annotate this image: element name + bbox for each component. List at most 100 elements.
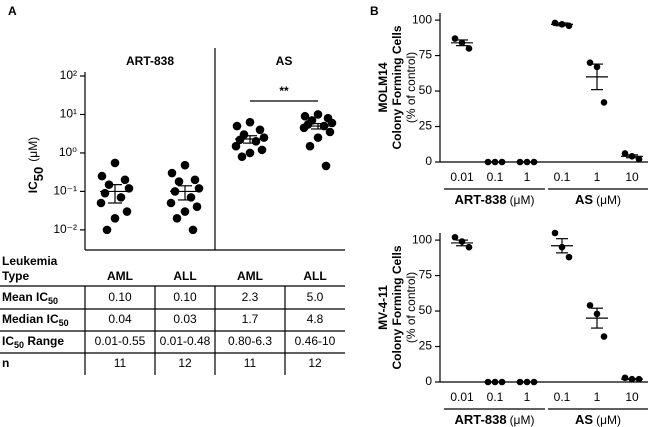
error-bar bbox=[626, 378, 638, 381]
y-axis-label: (% of control) bbox=[404, 272, 418, 343]
y-tick-label: 100 bbox=[412, 232, 432, 246]
table-cell: 2.3 bbox=[242, 290, 259, 304]
table-header: AML bbox=[107, 269, 133, 283]
row-label-sub: 50 bbox=[48, 296, 58, 306]
data-point bbox=[586, 59, 594, 66]
table-cell: 0.03 bbox=[173, 312, 197, 326]
x-tick-label: 0.01 bbox=[450, 170, 474, 184]
error-bar bbox=[556, 22, 568, 27]
y-tick-label: 10⁰ bbox=[59, 145, 77, 159]
x-tick-label: 1 bbox=[594, 390, 601, 404]
data-point bbox=[124, 184, 134, 193]
x-tick-label: 10 bbox=[625, 170, 639, 184]
group-name: AS bbox=[575, 412, 593, 427]
data-point bbox=[167, 168, 177, 178]
x-tick-label: 1 bbox=[524, 390, 531, 404]
error-bar bbox=[456, 39, 468, 47]
y-label-sub: 50 bbox=[31, 167, 46, 181]
data-point bbox=[451, 233, 459, 241]
data-point bbox=[97, 171, 107, 181]
y-tick-label: 75 bbox=[419, 268, 433, 282]
data-point bbox=[188, 225, 198, 235]
row-label: Mean IC50 bbox=[2, 290, 58, 306]
data-point bbox=[305, 141, 315, 151]
table-header: Type bbox=[2, 269, 29, 283]
error-bar bbox=[591, 307, 603, 329]
data-point bbox=[232, 121, 242, 131]
group-unit: (μM) bbox=[510, 413, 535, 427]
row-label-part: Mean IC bbox=[2, 290, 48, 304]
table-header: ALL bbox=[173, 269, 196, 283]
y-tick-label: 100 bbox=[412, 12, 432, 26]
y-axis-label: MOLM14 bbox=[376, 62, 390, 112]
group-unit: (μM) bbox=[596, 413, 621, 427]
data-point bbox=[257, 145, 267, 155]
group-title: ART-838 bbox=[126, 54, 174, 68]
y-axis-label: MV-4-11 bbox=[376, 285, 390, 330]
y-tick-label: 0 bbox=[425, 374, 432, 388]
y-tick-label: 0 bbox=[425, 154, 432, 168]
data-point bbox=[180, 207, 190, 216]
table-header: AML bbox=[237, 269, 263, 283]
y-tick-label: 25 bbox=[419, 119, 433, 133]
table-cell: 12 bbox=[178, 356, 192, 370]
row-label-sub: 50 bbox=[14, 340, 24, 350]
group-label: ART-838 (μM) bbox=[455, 412, 535, 427]
error-bar bbox=[311, 122, 325, 130]
data-point bbox=[245, 148, 255, 158]
data-point bbox=[451, 35, 459, 42]
data-point bbox=[100, 188, 110, 198]
data-point bbox=[313, 110, 323, 119]
error-bar bbox=[626, 154, 638, 159]
table-cell: 0.80-6.3 bbox=[228, 334, 272, 348]
data-point bbox=[565, 253, 573, 261]
data-point bbox=[255, 125, 265, 135]
error-bar bbox=[178, 185, 192, 201]
table-cell: 4.8 bbox=[307, 312, 324, 326]
data-point bbox=[600, 333, 608, 340]
data-point bbox=[300, 111, 310, 121]
data-point bbox=[313, 133, 323, 142]
y-tick-label: 25 bbox=[419, 339, 433, 353]
group-name: ART-838 bbox=[455, 192, 507, 207]
group-name: AS bbox=[575, 192, 593, 207]
data-point bbox=[174, 177, 184, 186]
group-title: AS bbox=[276, 54, 293, 68]
table-cell: 12 bbox=[308, 356, 322, 370]
y-tick-label: 10² bbox=[60, 68, 77, 82]
data-point bbox=[237, 152, 247, 161]
y-label-unit: (μM) bbox=[26, 137, 40, 162]
error-bar bbox=[556, 238, 568, 254]
x-tick-label: 0.1 bbox=[487, 390, 504, 404]
y-axis-label: Colony Forming Cells bbox=[390, 25, 404, 149]
group-unit: (μM) bbox=[596, 193, 621, 207]
table-header: ALL bbox=[303, 269, 326, 283]
table-cell: 11 bbox=[114, 356, 127, 370]
data-point bbox=[110, 214, 120, 223]
error-bar bbox=[108, 184, 122, 204]
table-cell: 0.10 bbox=[108, 290, 132, 304]
data-point bbox=[325, 127, 335, 137]
group-label: ART-838 (μM) bbox=[455, 192, 535, 207]
row-label-part: Range bbox=[24, 334, 64, 348]
table-cell: 0.01-0.55 bbox=[95, 334, 146, 348]
data-point bbox=[166, 198, 176, 208]
y-tick-label: 50 bbox=[419, 83, 433, 97]
y-tick-label: 10¹ bbox=[60, 107, 77, 121]
table-cell: 11 bbox=[244, 356, 257, 370]
y-tick-label: 10⁻² bbox=[53, 222, 77, 236]
data-point bbox=[116, 193, 126, 202]
data-point bbox=[231, 141, 241, 151]
table-cell: 1.7 bbox=[242, 312, 259, 326]
data-point bbox=[122, 207, 132, 216]
y-axis-label: (% of control) bbox=[404, 52, 418, 123]
x-tick-label: 0.1 bbox=[554, 170, 571, 184]
row-label: Median IC50 bbox=[2, 312, 69, 328]
data-point bbox=[586, 302, 594, 309]
x-tick-label: 10 bbox=[625, 390, 639, 404]
error-bar bbox=[243, 135, 257, 144]
data-point bbox=[190, 175, 200, 185]
data-point bbox=[465, 243, 473, 251]
data-point bbox=[251, 137, 261, 146]
